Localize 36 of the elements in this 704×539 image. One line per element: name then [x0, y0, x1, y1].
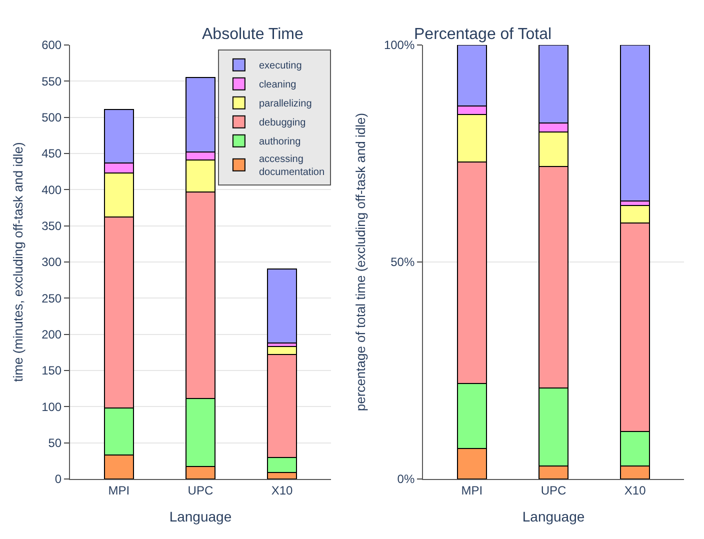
- y-tick-label: 100: [42, 400, 62, 414]
- x-axis-title: Language: [522, 508, 585, 525]
- y-tick-label: 0%: [397, 472, 415, 486]
- y-tick-label: 350: [42, 219, 62, 234]
- x-axis-title: Language: [169, 508, 232, 525]
- y-tick-label: 0: [54, 472, 62, 486]
- x-tick-label: MPI: [108, 483, 130, 498]
- y-tick-label: 600: [42, 38, 62, 52]
- x-tick-label: UPC: [188, 483, 214, 498]
- x-tick-label: X10: [271, 483, 294, 498]
- x-tick-label: UPC: [540, 483, 567, 498]
- y-tick-label: 550: [42, 74, 62, 88]
- chart-title: Percentage of Total: [414, 26, 552, 43]
- x-tick-label: X10: [624, 483, 646, 498]
- y-tick-label: 150: [42, 364, 62, 378]
- legend-label: debugging: [258, 118, 306, 129]
- y-tick-label: 400: [42, 182, 62, 197]
- legend-label: authoring: [258, 136, 301, 148]
- y-tick-label: 300: [42, 255, 62, 270]
- legend-label: accessing documentation: [258, 154, 325, 178]
- y-tick-label: 450: [42, 146, 62, 161]
- y-tick-label: 500: [42, 110, 62, 125]
- bar: [620, 45, 650, 202]
- y-axis-title: percentage of total time (excluding off-task and idle): [352, 112, 368, 412]
- y-tick-label: 250: [42, 291, 62, 306]
- bar: [266, 268, 298, 344]
- legend-label: parallelizing: [258, 98, 312, 110]
- legend-label: executing: [258, 60, 302, 72]
- y-tick-label: 50%: [390, 255, 415, 270]
- chart-title: Absolute Time: [202, 26, 304, 43]
- x-tick-label: MPI: [461, 483, 483, 498]
- y-axis-title: time (minutes, excluding off-task and idle): [10, 142, 26, 382]
- y-tick-label: 100%: [384, 38, 415, 52]
- y-tick-label: 200: [42, 328, 62, 342]
- y-tick-label: 50: [48, 436, 62, 450]
- legend-label: cleaning: [258, 80, 296, 91]
